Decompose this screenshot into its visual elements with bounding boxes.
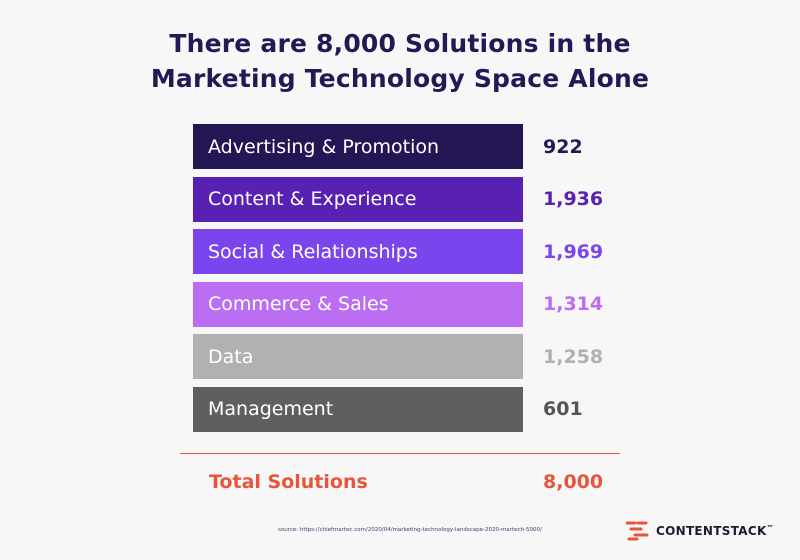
category-label: Commerce & Sales (208, 293, 389, 315)
category-bar: Content & Experience (193, 176, 523, 222)
category-label: Advertising & Promotion (208, 135, 440, 158)
category-value: 1,969 (543, 240, 604, 263)
category-value: 1,314 (543, 293, 604, 315)
total-label: Total Solutions (209, 471, 368, 493)
contentstack-logo-icon (626, 521, 649, 541)
category-bar: Advertising & Promotion (193, 124, 523, 169)
title-line-1: There are 8,000 Solutions in the (169, 29, 631, 58)
category-label: Content & Experience (208, 188, 417, 210)
brand-trademark: ™ (766, 524, 774, 532)
category-label: Management (208, 398, 334, 420)
brand-name: CONTENTSTACK (656, 524, 767, 538)
category-value: 1,258 (543, 345, 604, 368)
source-citation: source: https://chiefmartec.com/2020/04/… (278, 527, 542, 533)
category-value: 922 (543, 135, 583, 158)
category-bar: Data (193, 334, 523, 379)
brand-logo: CONTENTSTACK™ (626, 520, 774, 542)
category-bar: Social & Relationships (193, 229, 523, 274)
total-divider (180, 453, 620, 454)
page-title: There are 8,000 Solutions in the Marketi… (0, 26, 800, 96)
total-value: 8,000 (543, 471, 604, 493)
category-value: 1,936 (543, 188, 604, 210)
category-label: Social & Relationships (208, 240, 418, 263)
category-label: Data (208, 345, 254, 368)
title-line-2: Marketing Technology Space Alone (150, 64, 650, 93)
category-bar: Management (193, 386, 523, 432)
category-bar: Commerce & Sales (193, 281, 523, 327)
category-value: 601 (543, 398, 583, 420)
